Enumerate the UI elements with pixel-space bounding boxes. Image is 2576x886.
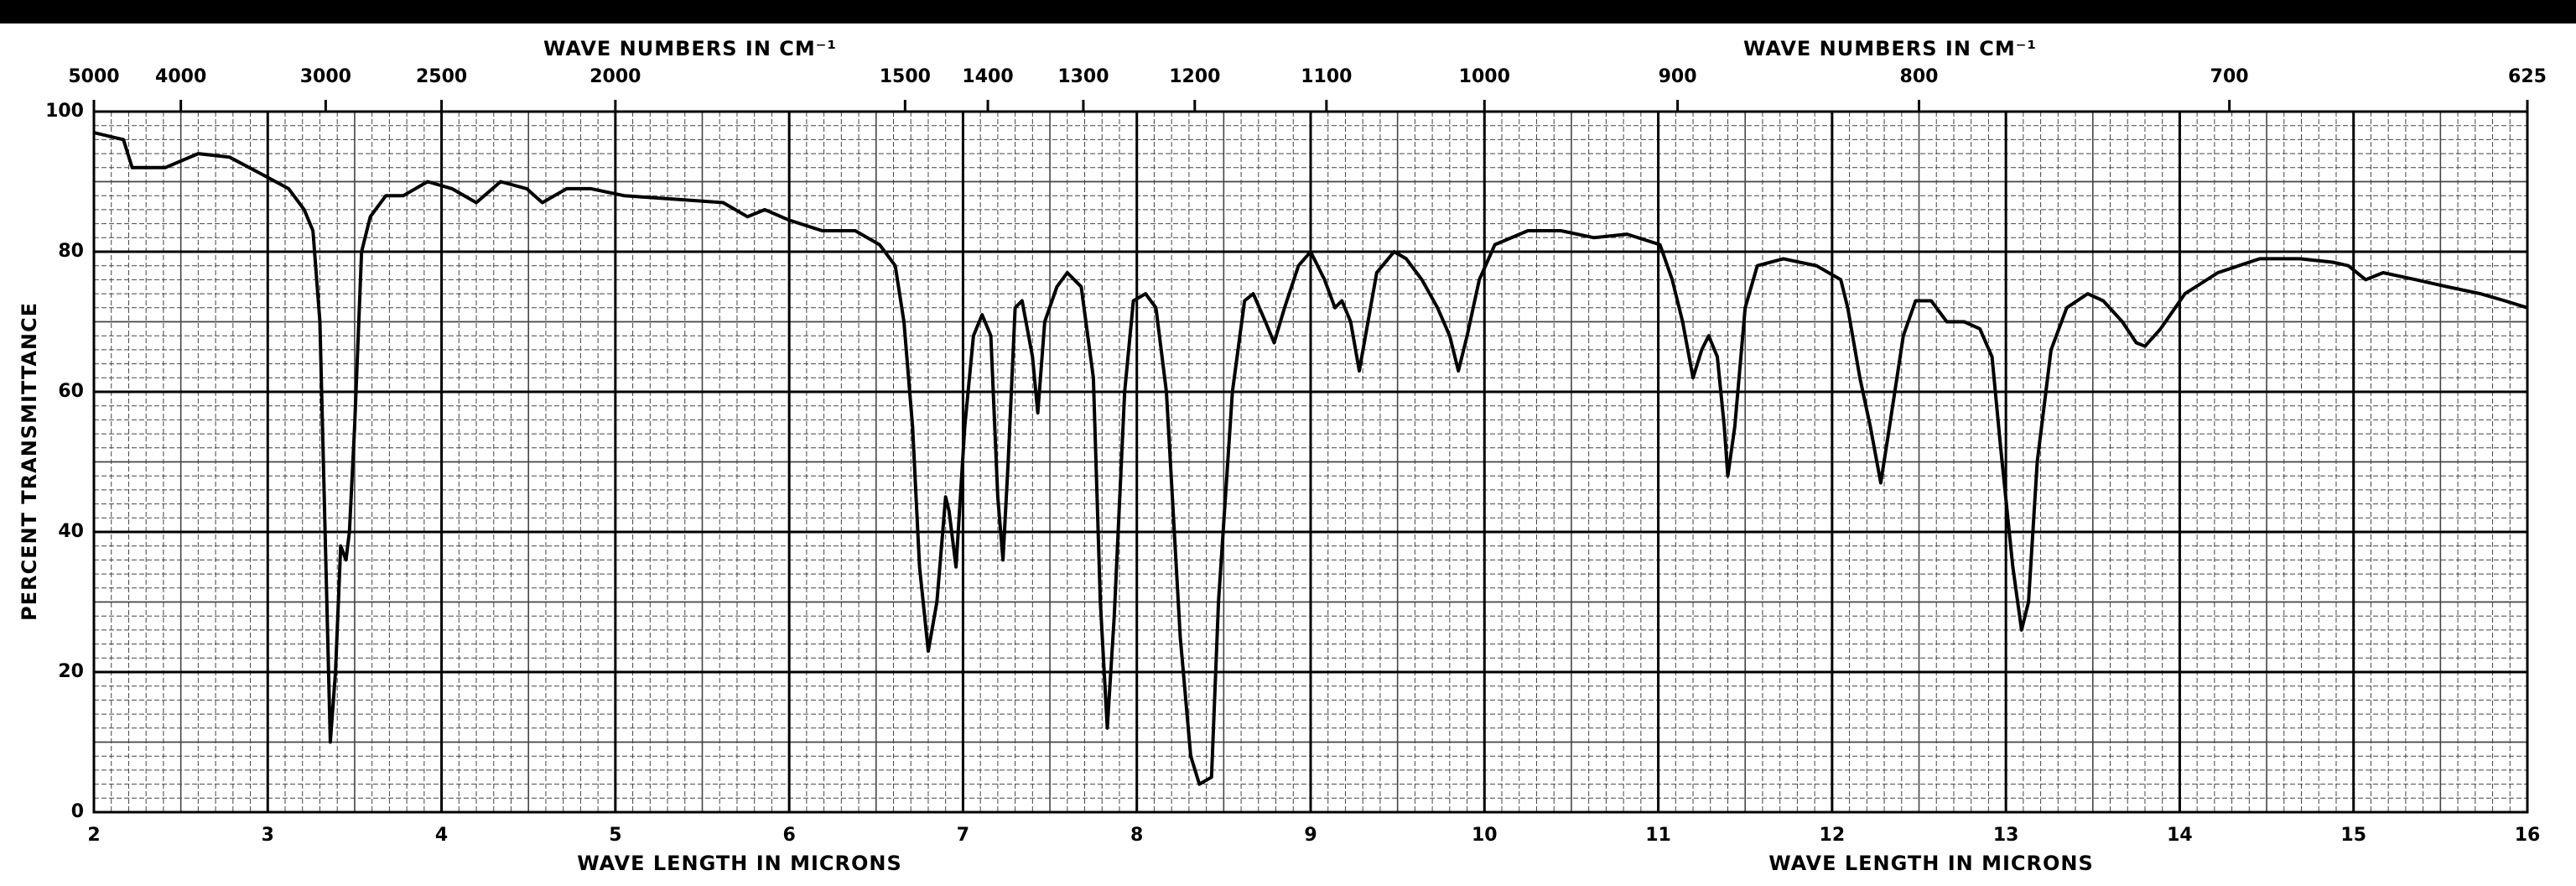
top-tick-label: 1500 xyxy=(880,66,931,87)
top-tick-label: 700 xyxy=(2210,66,2249,87)
top-tick-label: 1000 xyxy=(1459,66,1510,87)
top-bar xyxy=(0,0,2576,23)
y-tick-label: 100 xyxy=(45,101,84,122)
x-tick-label: 11 xyxy=(1645,825,1671,846)
x-tick-label: 4 xyxy=(435,825,448,846)
x-axis-title: WAVE LENGTH IN MICRONS xyxy=(577,852,902,875)
top-axis-title: WAVE NUMBERS IN CM⁻¹ xyxy=(1743,37,2037,60)
top-tick-label: 2000 xyxy=(589,66,641,87)
top-tick-label: 4000 xyxy=(155,66,206,87)
top-tick-label: 3000 xyxy=(300,66,351,87)
x-tick-label: 15 xyxy=(2340,825,2366,846)
x-axis-title: WAVE LENGTH IN MICRONS xyxy=(1768,852,2094,875)
x-tick-label: 5 xyxy=(609,825,621,846)
spectrum-line xyxy=(93,131,2528,786)
top-tick-label: 2500 xyxy=(416,66,467,87)
y-axis-title: PERCENT TRANSMITTANCE xyxy=(18,302,41,621)
x-tick-label: 3 xyxy=(262,825,274,846)
x-tick-label: 9 xyxy=(1304,825,1317,846)
x-tick-label: 13 xyxy=(1993,825,2019,846)
x-tick-label: 6 xyxy=(782,825,795,846)
x-tick-label: 10 xyxy=(1472,825,1498,846)
x-tick-label: 8 xyxy=(1130,825,1143,846)
y-tick-label: 60 xyxy=(58,381,84,402)
top-tick-label: 800 xyxy=(1900,66,1939,87)
x-tick-label: 7 xyxy=(957,825,969,846)
top-tick-label: 1100 xyxy=(1301,66,1352,87)
top-tick-label: 1300 xyxy=(1057,66,1109,87)
top-axis-title: WAVE NUMBERS IN CM⁻¹ xyxy=(543,37,837,60)
plot-frame xyxy=(92,110,2529,814)
x-tick-label: 2 xyxy=(87,825,100,846)
top-tick-label: 625 xyxy=(2508,66,2547,87)
x-tick-label: 14 xyxy=(2167,825,2193,846)
y-tick-label: 0 xyxy=(71,801,84,822)
y-tick-label: 40 xyxy=(58,521,84,542)
top-tick-label: 1200 xyxy=(1169,66,1220,87)
top-tick-label: 1400 xyxy=(962,66,1013,87)
x-tick-label: 12 xyxy=(1820,825,1846,846)
top-tick-label: 5000 xyxy=(68,66,119,87)
top-tick-label: 900 xyxy=(1659,66,1697,87)
x-tick-label: 16 xyxy=(2515,825,2541,846)
y-tick-label: 20 xyxy=(58,661,84,682)
y-tick-label: 80 xyxy=(58,241,84,262)
